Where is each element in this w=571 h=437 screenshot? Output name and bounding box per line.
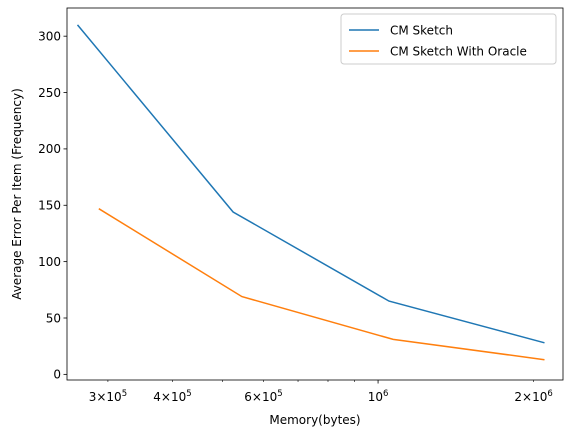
series-line-cm-sketch: [76, 24, 545, 344]
x-tick-label: 106: [368, 389, 389, 404]
y-tick-label: 50: [46, 311, 61, 325]
y-axis-ticks: 0 50 100 150 200 250 300: [38, 29, 67, 382]
y-tick-label: 150: [38, 199, 61, 213]
x-tick-label: 6×105: [244, 389, 282, 404]
x-tick-label: 4×105: [153, 389, 191, 404]
plot-frame: [66, 7, 564, 381]
x-axis-label: Memory(bytes): [269, 413, 360, 427]
y-tick-label: 100: [38, 255, 61, 269]
series-layer: [76, 24, 545, 361]
legend-label-cm-sketch: CM Sketch: [390, 23, 453, 37]
y-axis-label: Average Error Per Item (Frequency): [10, 88, 24, 300]
legend-label-cm-sketch-with-oracle: CM Sketch With Oracle: [390, 44, 527, 58]
x-tick-label: 3×105: [89, 389, 127, 404]
series-line-cm-sketch-with-oracle: [98, 208, 545, 361]
y-tick-label: 250: [38, 86, 61, 100]
legend-box: [340, 13, 557, 65]
y-tick-label: 0: [53, 368, 61, 382]
y-tick-label: 200: [38, 142, 61, 156]
y-tick-label: 300: [38, 29, 61, 43]
x-tick-label: 2×106: [514, 389, 552, 404]
x-axis-ticks: 106 3×105 4×105 6×105 2×106: [89, 380, 553, 404]
legend: CM Sketch CM Sketch With Oracle: [340, 13, 557, 65]
